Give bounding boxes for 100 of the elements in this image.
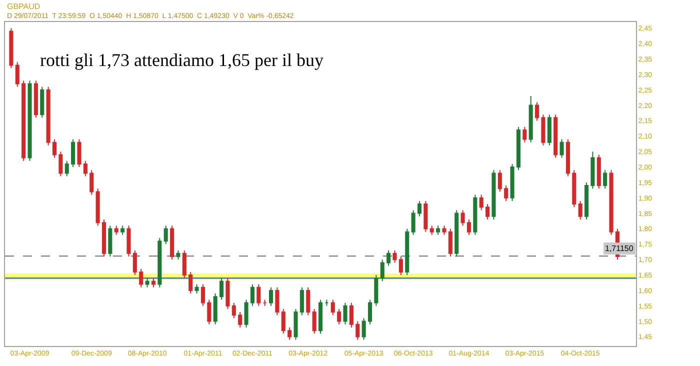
- candlestick: [244, 299, 248, 328]
- candlestick: [232, 302, 236, 319]
- candlestick: [64, 160, 69, 177]
- candlestick: [194, 284, 199, 294]
- candlestick: [139, 268, 144, 288]
- candlestick: [281, 308, 286, 334]
- candlestick: [188, 271, 193, 294]
- candlestick: [356, 320, 360, 340]
- candlestick: [318, 299, 323, 334]
- candlestick: [238, 312, 242, 328]
- candlestick: [516, 126, 520, 171]
- candlestick: [145, 278, 150, 288]
- candlestick: [535, 102, 540, 122]
- candlestick: [213, 293, 218, 325]
- candlestick: [362, 318, 366, 340]
- candlestick: [324, 299, 329, 306]
- candlestick: [268, 286, 274, 306]
- candlestick: [343, 302, 348, 325]
- candlestick: [207, 299, 212, 325]
- candlestick: [386, 250, 391, 266]
- candlestick: [34, 80, 38, 118]
- candlestick: [442, 225, 446, 236]
- candlestick: [9, 28, 14, 69]
- candlestick: [522, 126, 527, 143]
- candlestick: [578, 200, 582, 220]
- candlestick: [114, 225, 118, 236]
- candlestick: [220, 278, 224, 300]
- chart-title: GBPAUD: [7, 2, 40, 11]
- candlestick: [448, 228, 452, 258]
- candlestick: [40, 86, 44, 118]
- candlestick: [71, 138, 76, 168]
- candlestick: [486, 204, 490, 220]
- candlestick: [603, 170, 608, 190]
- candlestick: [300, 286, 304, 316]
- candlestick: [158, 238, 162, 288]
- candlestick: [262, 299, 267, 306]
- candlestick: [83, 160, 88, 177]
- candlestick: [102, 218, 106, 258]
- candlestick: [411, 210, 416, 236]
- candlestick: [312, 308, 316, 334]
- candlestick: [250, 284, 254, 306]
- candlestick: [572, 170, 576, 208]
- candlestick: [108, 225, 112, 258]
- candlestick: [294, 308, 298, 340]
- candlestick: [405, 228, 410, 276]
- candlestick: [58, 151, 63, 177]
- candlestick: [504, 185, 508, 202]
- candlestick: [417, 200, 422, 217]
- candlestick: [28, 80, 32, 162]
- candlestick: [46, 86, 50, 146]
- candlestick: [330, 299, 335, 316]
- candlestick: [398, 256, 403, 276]
- candlestick: [609, 170, 614, 236]
- candlestick: [90, 170, 94, 196]
- candlestick: [151, 278, 156, 288]
- candlestick: [590, 151, 595, 190]
- candlestick: [275, 286, 280, 316]
- candlestick: [430, 225, 434, 236]
- candlestick: [424, 200, 428, 232]
- candlestick: [498, 170, 502, 192]
- candlestick: [460, 210, 465, 226]
- candlestick: [479, 194, 484, 211]
- candlestick: [454, 210, 459, 258]
- candlestick: [374, 274, 378, 306]
- candlestick: [288, 326, 292, 340]
- candlestick: [566, 138, 570, 177]
- candlestick: [492, 170, 496, 220]
- candlestick: [337, 308, 342, 325]
- candlestick: [226, 278, 230, 310]
- candlestick: [52, 138, 57, 158]
- annotation: rotti gli 1,73 attendiamo 1,65 per il buy: [40, 50, 324, 70]
- candlestick: [510, 163, 514, 202]
- candlestick: [306, 286, 310, 316]
- candlestick: [380, 259, 384, 282]
- candlestick: [96, 188, 100, 226]
- candlestick: [584, 182, 589, 220]
- candlestick: [392, 250, 397, 264]
- candlestick: [170, 225, 174, 260]
- candlestick: [164, 225, 168, 245]
- candlestick: [120, 225, 125, 236]
- candlestick: [473, 194, 478, 236]
- candlestick: [182, 250, 186, 279]
- candlestick: [77, 138, 82, 168]
- candlestick: [554, 114, 558, 158]
- candlestick: [528, 96, 533, 143]
- candlestick: [349, 302, 354, 328]
- candlestick: [15, 62, 20, 88]
- candlestick: [560, 138, 564, 158]
- candlestick: [126, 225, 131, 258]
- ref-line-label: 1,71150: [605, 244, 634, 253]
- candlestick: [176, 250, 180, 260]
- candlestick: [22, 80, 26, 162]
- candlestick: [547, 114, 552, 146]
- candlestick: [200, 284, 205, 306]
- candlestick: [466, 218, 471, 236]
- candlestick: [596, 154, 601, 190]
- candlestick: [132, 250, 137, 276]
- candlestick: [368, 299, 372, 325]
- candlestick: [256, 284, 261, 306]
- candlestick: [436, 225, 440, 236]
